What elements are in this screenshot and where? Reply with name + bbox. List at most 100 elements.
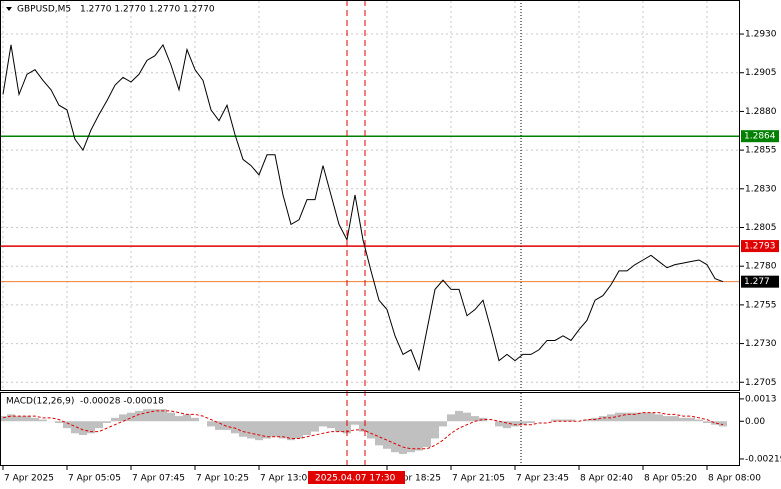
macd-bar xyxy=(367,421,375,439)
macd-bar xyxy=(559,419,567,422)
macd-bar xyxy=(7,414,15,422)
macd-bar xyxy=(447,414,455,422)
macd-bar xyxy=(383,421,391,449)
macd-bar xyxy=(647,412,655,422)
macd-bar xyxy=(687,417,695,422)
macd-bar xyxy=(247,421,255,439)
macd-bar xyxy=(119,414,127,422)
x-tick-label: 7 Apr 21:05 xyxy=(452,474,505,484)
macd-frame xyxy=(0,392,740,466)
macd-bar xyxy=(271,421,279,437)
macd-bar xyxy=(519,421,527,425)
macd-bar xyxy=(55,421,63,423)
x-tick-label: 7 Apr 18:25 xyxy=(388,474,441,484)
macd-bar xyxy=(551,419,559,422)
macd-bar xyxy=(351,421,359,425)
macd-bar xyxy=(391,421,399,453)
price-level-label: 1.2793 xyxy=(744,242,776,252)
macd-title: MACD(12,26,9) xyxy=(6,397,74,407)
plot-layer xyxy=(0,1,740,454)
macd-bar xyxy=(631,412,639,422)
macd-bar xyxy=(263,421,271,439)
price-level-box xyxy=(741,240,779,253)
macd-bar xyxy=(495,421,503,427)
macd-bar xyxy=(319,421,327,427)
macd-bar xyxy=(167,412,175,422)
main-frame xyxy=(0,0,740,391)
macd-bar xyxy=(207,421,215,427)
macd-bar xyxy=(479,417,487,422)
macd-bar xyxy=(231,421,239,434)
macd-bar xyxy=(143,409,151,422)
cursor-time-box xyxy=(308,471,405,484)
macd-bar xyxy=(711,421,719,425)
macd-bar xyxy=(359,421,367,432)
y-tick-label: 1.2930 xyxy=(745,30,777,40)
y-tick-label: -0.00219 xyxy=(745,454,781,464)
price-level-label: 1.2864 xyxy=(744,132,776,142)
x-tick-label: 8 Apr 02:40 xyxy=(580,474,633,484)
menu-icon[interactable] xyxy=(6,7,12,11)
macd-bar xyxy=(327,421,335,429)
y-tick-label: 1.2705 xyxy=(745,378,777,388)
macd-bar xyxy=(15,416,23,422)
x-tick-label: 7 Apr 05:05 xyxy=(68,474,121,484)
x-tick-label: 8 Apr 08:00 xyxy=(708,474,761,484)
x-tick-label: 7 Apr 13:05 xyxy=(260,474,313,484)
macd-bar xyxy=(31,417,39,422)
x-tick-label: 7 Apr 23:45 xyxy=(516,474,569,484)
price-level-box xyxy=(741,130,779,143)
macd-bar xyxy=(439,421,447,427)
macd-bar xyxy=(335,421,343,432)
macd-bar xyxy=(159,409,167,422)
y-tick-label: 1.2805 xyxy=(745,223,777,233)
macd-bar xyxy=(399,421,407,454)
macd-bar xyxy=(615,412,623,422)
macd-bar xyxy=(343,421,351,434)
macd-bar xyxy=(431,421,439,439)
macd-bar xyxy=(0,416,7,422)
macd-bar xyxy=(39,419,47,422)
y-tick-label: 1.2855 xyxy=(745,146,777,156)
macd-bar xyxy=(135,410,143,422)
macd-bar xyxy=(287,421,295,441)
macd-bar xyxy=(255,421,263,441)
y-tick-label: 1.2905 xyxy=(745,68,777,78)
y-tick-label: 0.0013 xyxy=(745,394,777,404)
macd-bar xyxy=(71,421,79,434)
macd-bar xyxy=(311,421,319,432)
macd-bar xyxy=(703,421,711,423)
macd-bar xyxy=(623,412,631,422)
macd-bar xyxy=(223,421,231,430)
macd-bar xyxy=(183,414,191,422)
macd-bar xyxy=(415,421,423,451)
symbol-title: GBPUSD,M5 xyxy=(17,5,71,15)
macd-bar xyxy=(279,421,287,439)
macd-bar xyxy=(583,419,591,422)
macd-bar xyxy=(639,412,647,422)
macd-bar xyxy=(239,421,247,437)
macd-bar xyxy=(63,421,71,429)
y-tick-label: 1.2830 xyxy=(745,184,777,194)
y-tick-label: 1.2730 xyxy=(745,339,777,349)
price-level-box xyxy=(741,275,779,288)
price-level-label: 1.277 xyxy=(744,277,770,287)
y-tick-label: 0.00 xyxy=(745,417,765,427)
x-tick-label: 7 Apr 07:45 xyxy=(132,474,185,484)
x-tick-label: 8 Apr 05:20 xyxy=(644,474,697,484)
x-tick-label: 7 Apr 10:25 xyxy=(196,474,249,484)
macd-bar xyxy=(191,417,199,422)
x-tick-label: 7 Apr 2025 xyxy=(4,474,54,484)
macd-bar xyxy=(671,416,679,422)
macd-bar xyxy=(679,417,687,422)
macd-bar xyxy=(215,421,223,430)
macd-bar xyxy=(455,410,463,422)
y-tick-label: 1.2780 xyxy=(745,262,777,272)
macd-values: -0.00028 -0.00018 xyxy=(80,397,164,407)
signal-line xyxy=(2,410,724,450)
macd-bar xyxy=(407,421,415,453)
macd-bar xyxy=(375,421,383,446)
